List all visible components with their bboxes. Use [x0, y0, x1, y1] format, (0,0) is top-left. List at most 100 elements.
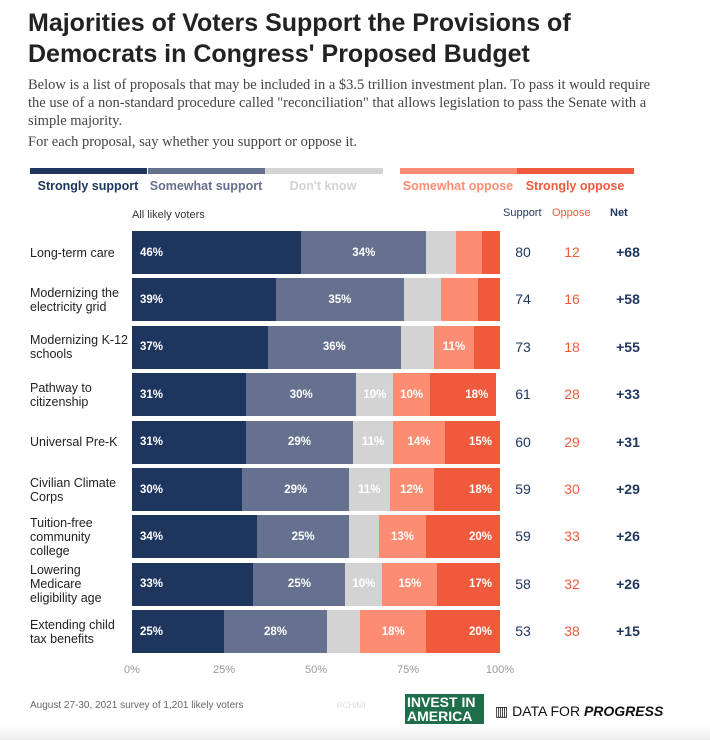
oppose-value: 30 [564, 481, 580, 497]
support-value: 80 [515, 244, 531, 260]
support-header: Support [503, 207, 542, 219]
bar-segment: 11% [349, 468, 390, 511]
legend-label: Strongly oppose [525, 179, 625, 193]
oppose-value: 29 [564, 433, 580, 450]
legend-label: Strongly support [37, 179, 139, 193]
net-value: +31 [616, 433, 640, 450]
bar-segment: 30% [132, 468, 243, 511]
legend-swatch [400, 168, 517, 174]
bar-segment: 30% [246, 373, 357, 417]
group-label: All likely voters [132, 209, 205, 221]
bar-segment: 13% [378, 515, 427, 559]
category-label: Modernizing K-12 schools [30, 333, 128, 362]
net-header: Net [610, 207, 628, 219]
bar-segment: 29% [242, 468, 350, 511]
net-value: +58 [616, 291, 640, 308]
bar-segment: 18% [430, 373, 497, 417]
bar-segment: 18% [360, 610, 427, 654]
bar-segment: 31% [132, 420, 247, 464]
bar-row: 25% 28% 18% 20% [132, 610, 500, 654]
support-value: 59 [515, 528, 531, 545]
bar-segment [477, 278, 500, 322]
bar-segment: 10% [393, 373, 431, 417]
category-label: Tuition-free community college [30, 515, 93, 558]
bar-segment [349, 515, 379, 559]
bar-segment: 15% [444, 420, 500, 464]
x-tick-label: 25% [212, 664, 236, 676]
bar-row: 37% 36% 11% [132, 325, 500, 369]
bar-segment: 25% [132, 610, 224, 654]
bar-segment: 39% [132, 278, 276, 322]
bar-segment [426, 231, 456, 274]
category-label: Extending child tax benefits [30, 617, 115, 646]
x-tick-label: 100% [485, 664, 515, 676]
bar-segment: 29% [246, 420, 353, 464]
support-value: 59 [515, 481, 531, 497]
bar-row: 33% 25% 10% 15% 17% [132, 562, 500, 606]
oppose-value: 18 [564, 338, 580, 355]
net-value: +33 [616, 386, 640, 403]
oppose-value: 38 [564, 623, 580, 640]
bar-segment: 20% [426, 610, 500, 654]
bar-segment: 25% [253, 562, 346, 606]
support-value: 73 [515, 338, 531, 355]
net-value: +55 [616, 338, 640, 355]
bar-segment: 46% [132, 231, 302, 274]
net-value: +26 [616, 528, 640, 545]
chart-title: Majorities of Voters Support the Provisi… [28, 9, 571, 68]
support-value: 53 [515, 623, 531, 640]
category-label: Universal Pre-K [30, 435, 118, 450]
bar-segment: 33% [132, 562, 254, 606]
support-value: 74 [515, 291, 531, 308]
bar-segment [455, 231, 482, 274]
support-value: 58 [515, 575, 531, 592]
bar-segment: 31% [132, 373, 247, 417]
watermark: RCH/MI [337, 701, 366, 710]
category-label: Pathway to citizenship [30, 380, 92, 409]
bar-segment: 34% [301, 231, 427, 274]
legend-swatch [265, 168, 383, 174]
x-tick-label: 0% [124, 664, 140, 676]
bar-segment [327, 610, 361, 654]
chart-question: For each proposal, say whether you suppo… [28, 134, 358, 150]
oppose-value: 12 [564, 244, 580, 260]
bar-row: 31% 30% 10% 10% 18% [132, 373, 500, 417]
legend-label: Somewhat support [149, 179, 263, 193]
legend-label: Don't know [289, 179, 357, 193]
legend-label: Somewhat oppose [402, 179, 514, 193]
net-value: +15 [616, 623, 640, 640]
oppose-value: 33 [564, 528, 580, 545]
bar-segment: 17% [437, 562, 500, 606]
bar-segment [441, 278, 478, 322]
x-tick-label: 50% [304, 664, 328, 676]
bar-segment: 18% [433, 468, 500, 511]
x-tick-label: 75% [396, 664, 420, 676]
net-value: +68 [616, 244, 640, 260]
bar-segment: 36% [268, 325, 401, 369]
legend-swatch [517, 168, 634, 174]
net-value: +29 [616, 481, 640, 497]
oppose-header: Oppose [552, 207, 591, 219]
bar-segment: 34% [132, 515, 258, 559]
oppose-value: 28 [564, 386, 580, 403]
chart-subtitle: Below is a list of proposals that may be… [28, 77, 651, 129]
oppose-value: 16 [564, 291, 580, 308]
bar-row: 34% 25% 13% 20% [132, 515, 500, 559]
legend-swatch [148, 168, 265, 174]
category-label: Lowering Medicare eligibility age [30, 563, 102, 606]
bar-segment: 11% [352, 420, 394, 464]
bar-segment: 20% [426, 515, 500, 559]
support-value: 61 [515, 386, 531, 403]
bar-row: 39% 35% [132, 278, 500, 322]
bar-segment: 10% [345, 562, 383, 606]
bar-row: 30% 29% 11% 12% 18% [132, 468, 500, 511]
survey-note: August 27-30, 2021 survey of 1,201 likel… [30, 700, 244, 711]
data-for-progress-logo: ▥ DATA FOR PROGRESS [495, 703, 664, 719]
legend-swatch [30, 168, 147, 174]
bar-chart-icon: ▥ [495, 703, 513, 719]
bar-segment [400, 325, 434, 369]
net-value: +26 [616, 575, 640, 592]
category-label: Long-term care [30, 245, 115, 260]
invest-in-america-logo: INVEST IN AMERICA [405, 694, 484, 724]
bar-segment: 12% [389, 468, 434, 511]
